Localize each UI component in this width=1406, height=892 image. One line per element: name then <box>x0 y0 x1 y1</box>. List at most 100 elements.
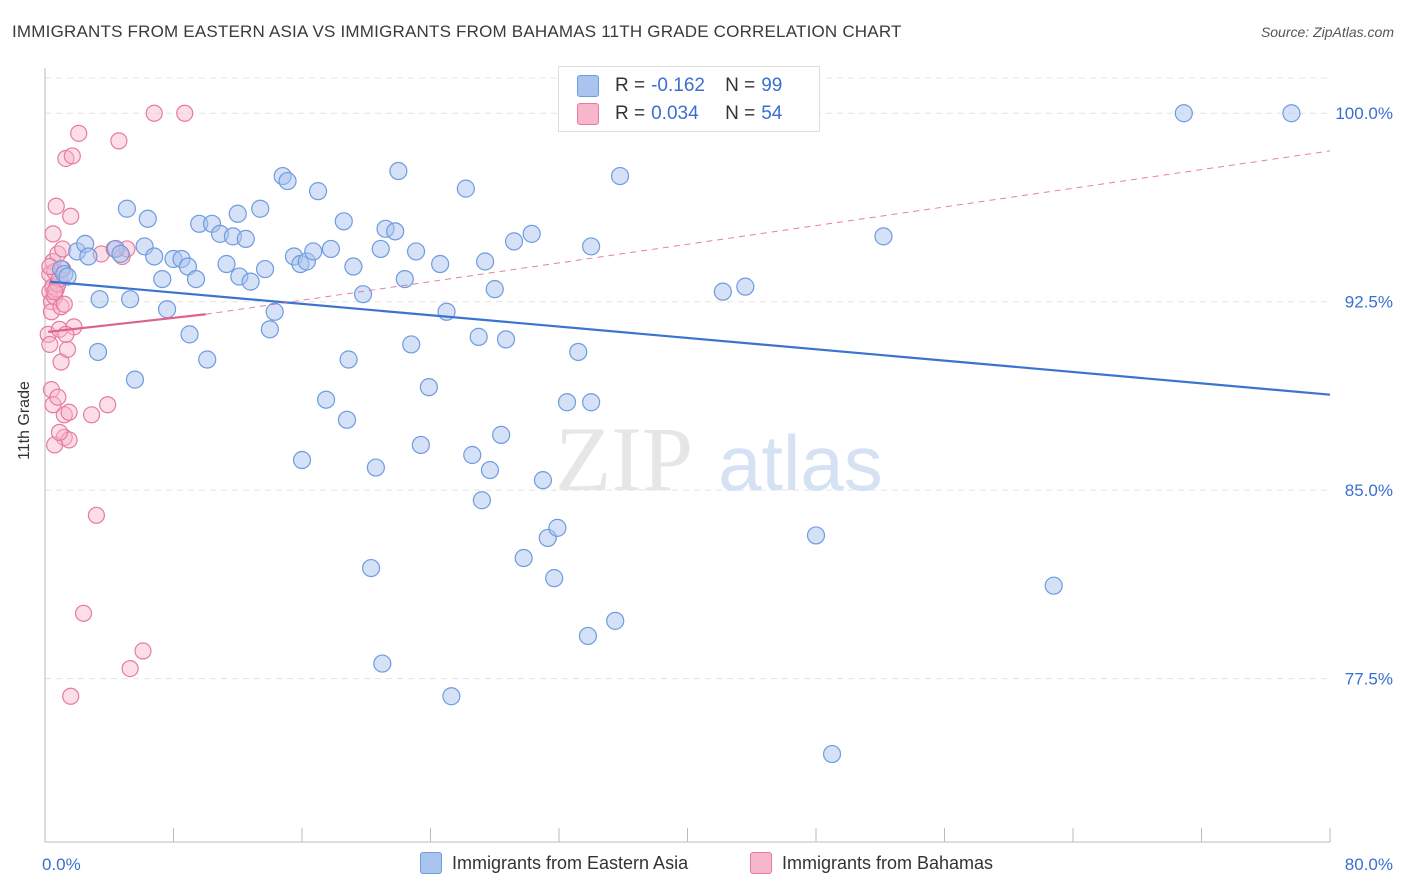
stats-swatch-bahamas <box>577 103 599 125</box>
point-eastern-asia-32 <box>260 320 279 339</box>
point-eastern-asia-43 <box>334 212 353 231</box>
point-bahamas-26 <box>63 147 81 165</box>
point-eastern-asia-73 <box>533 471 553 490</box>
point-eastern-asia-92 <box>337 410 357 429</box>
stats-row-bahamas: R = 0.034 N = 54 <box>577 101 782 127</box>
point-eastern-asia-49 <box>371 239 390 259</box>
point-eastern-asia-98 <box>228 204 247 223</box>
point-eastern-asia-84 <box>713 282 732 301</box>
point-bahamas-42 <box>41 335 59 354</box>
stats-legend: R = -0.162 N = 99 R = 0.034 N = 54 <box>558 66 820 132</box>
point-eastern-asia-78 <box>569 342 588 362</box>
point-bahamas-22 <box>58 340 77 359</box>
point-eastern-asia-53 <box>395 269 414 289</box>
point-bahamas-25 <box>62 207 80 225</box>
legend-swatch-eastern-asia <box>420 852 442 874</box>
stats-n-label: N = <box>725 75 756 96</box>
point-eastern-asia-93 <box>472 491 491 510</box>
point-eastern-asia-2 <box>58 267 77 286</box>
stats-row-eastern-asia: R = -0.162 N = 99 <box>577 73 782 99</box>
point-eastern-asia-71 <box>514 548 533 568</box>
stats-swatch-eastern-asia <box>577 75 599 97</box>
point-eastern-asia-6 <box>88 342 108 362</box>
point-eastern-asia-86 <box>806 526 826 545</box>
point-eastern-asia-80 <box>582 237 601 256</box>
point-eastern-asia-60 <box>373 654 392 673</box>
stats-n-label: N = <box>725 103 756 124</box>
point-eastern-asia-9 <box>111 244 130 264</box>
point-eastern-asia-16 <box>157 300 177 319</box>
point-eastern-asia-52 <box>389 161 408 181</box>
point-eastern-asia-89 <box>1174 104 1193 123</box>
point-eastern-asia-81 <box>606 611 625 630</box>
point-bahamas-19 <box>55 406 73 424</box>
point-eastern-asia-41 <box>316 390 336 409</box>
point-eastern-asia-97 <box>582 393 601 412</box>
y-axis-label: 11th Grade <box>16 381 33 460</box>
point-bahamas-31 <box>87 506 106 524</box>
point-eastern-asia-31 <box>255 259 275 279</box>
point-eastern-asia-22 <box>198 350 217 369</box>
point-bahamas-38 <box>121 660 139 678</box>
point-eastern-asia-70 <box>504 232 524 251</box>
point-eastern-asia-29 <box>241 272 260 291</box>
point-bahamas-53 <box>46 283 64 301</box>
point-bahamas-47 <box>55 295 73 313</box>
point-eastern-asia-13 <box>138 209 157 228</box>
point-eastern-asia-57 <box>419 378 438 397</box>
legend-label-bahamas: Immigrants from Bahamas <box>782 852 994 873</box>
chart-source: Source: ZipAtlas.com <box>1260 24 1394 40</box>
trend-lines <box>48 150 1331 396</box>
legend-swatch-bahamas <box>750 852 772 874</box>
point-eastern-asia-63 <box>463 445 482 465</box>
point-eastern-asia-82 <box>610 166 630 186</box>
point-eastern-asia-88 <box>1044 576 1063 595</box>
point-eastern-asia-14 <box>145 247 164 266</box>
point-eastern-asia-91 <box>822 744 842 764</box>
point-eastern-asia-69 <box>496 330 516 349</box>
point-eastern-asia-65 <box>476 252 495 271</box>
point-eastern-asia-95 <box>292 450 312 470</box>
y-tick-label-0: 77.5% <box>1345 670 1393 689</box>
point-bahamas-48 <box>62 687 80 705</box>
point-eastern-asia-56 <box>411 435 430 455</box>
point-eastern-asia-62 <box>456 179 475 198</box>
point-eastern-asia-64 <box>469 327 488 346</box>
point-eastern-asia-61 <box>442 687 461 706</box>
x-tick-label-1: 80.0% <box>1345 855 1393 874</box>
bottom-legend: Immigrants from Eastern Asia Immigrants … <box>0 852 1406 876</box>
point-eastern-asia-76 <box>548 518 567 537</box>
point-bahamas-45 <box>46 436 64 454</box>
stats-r-value-bahamas: 0.034 <box>651 103 699 124</box>
point-bahamas-30 <box>82 406 101 424</box>
point-eastern-asia-40 <box>308 182 328 201</box>
point-eastern-asia-79 <box>578 626 598 646</box>
y-tick-label-2: 92.5% <box>1345 293 1393 312</box>
point-eastern-asia-55 <box>406 242 426 261</box>
watermark-atlas: atlas <box>718 419 883 507</box>
point-bahamas-33 <box>99 396 117 414</box>
point-eastern-asia-94 <box>121 290 140 309</box>
point-eastern-asia-54 <box>402 335 421 354</box>
point-eastern-asia-67 <box>485 280 504 299</box>
stats-n-value-eastern-asia: 99 <box>761 75 783 96</box>
point-bahamas-40 <box>145 104 163 122</box>
point-eastern-asia-96 <box>180 325 199 344</box>
trend-line-bahamas-dashed <box>205 150 1331 315</box>
point-eastern-asia-10 <box>117 199 137 218</box>
point-bahamas-50 <box>44 225 62 243</box>
point-bahamas-29 <box>74 604 93 622</box>
stats-r-label: R = <box>615 75 646 96</box>
watermark: ZIP atlas <box>555 408 883 510</box>
point-eastern-asia-39 <box>304 242 323 261</box>
series-eastern-asia-points <box>51 104 1301 764</box>
stats-n-value-bahamas: 54 <box>761 103 783 124</box>
point-eastern-asia-25 <box>217 254 236 274</box>
point-eastern-asia-20 <box>186 269 206 289</box>
point-bahamas-23 <box>60 403 78 421</box>
y-tick-label-3: 100.0% <box>1335 104 1393 123</box>
point-eastern-asia-75 <box>545 569 564 588</box>
point-bahamas-39 <box>134 642 152 660</box>
trend-line-eastern-asia <box>49 280 1331 396</box>
